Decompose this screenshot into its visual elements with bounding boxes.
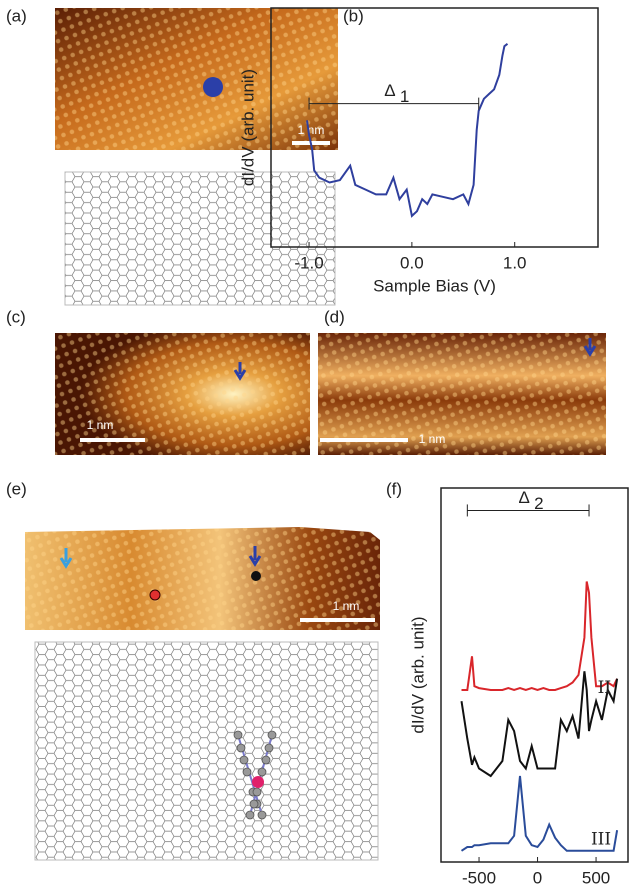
- x-tick-label: 1.0: [503, 253, 527, 272]
- molecule: [233, 730, 277, 820]
- x-tick-label: 500: [582, 868, 610, 887]
- tip-position: [149, 589, 161, 601]
- nanotube-lattice: [34, 641, 379, 861]
- x-tick-label: 0: [533, 868, 542, 887]
- scale-bar-label: 1 nm: [87, 418, 114, 432]
- x-tick-label: -1.0: [294, 253, 323, 272]
- stm-texture: [318, 333, 606, 455]
- tip-position: [203, 77, 223, 97]
- arrow: [59, 548, 73, 569]
- spectrum-line: [460, 671, 619, 778]
- gap-symbol: Δ: [384, 81, 395, 100]
- panel-label: (b): [343, 6, 364, 25]
- spectrum-line: [461, 581, 619, 692]
- tip-position: [251, 571, 261, 581]
- y-axis-label: dI/dV (arb. unit): [408, 616, 427, 733]
- panel-label: (e): [6, 479, 27, 498]
- x-tick-label: -500: [462, 868, 496, 887]
- y-axis-label: dI/dV (arb. unit): [238, 69, 257, 186]
- panel-label: (c): [6, 307, 26, 326]
- spectrum-line: [306, 43, 509, 218]
- plot-frame: [440, 487, 629, 863]
- x-axis-label: Sample Bias (V): [373, 276, 496, 295]
- nanotube-lattice: [64, 171, 336, 306]
- gap-symbol: Δ: [519, 488, 530, 507]
- arrow: [233, 362, 247, 381]
- arrow: [248, 546, 262, 567]
- arrow: [583, 338, 597, 357]
- series-label: II: [598, 678, 611, 698]
- panel-label: (d): [324, 307, 345, 326]
- scale-bar-label: 1 nm: [298, 123, 325, 137]
- scale-bar-label: 1 nm: [333, 599, 360, 613]
- stm-texture: [25, 527, 380, 630]
- scale-bar-label: 1 nm: [419, 432, 446, 446]
- plot-frame: [270, 7, 599, 248]
- panel-label: (a): [6, 6, 27, 25]
- spectrum-line: [460, 775, 619, 852]
- series-label: III: [591, 830, 611, 850]
- stm-texture: [55, 333, 310, 455]
- stm-texture: [55, 8, 338, 150]
- panel-label: (f): [386, 479, 402, 498]
- x-tick-label: 0.0: [400, 253, 424, 272]
- gap-subscript: 2: [534, 494, 543, 513]
- gap-subscript: 1: [400, 87, 409, 106]
